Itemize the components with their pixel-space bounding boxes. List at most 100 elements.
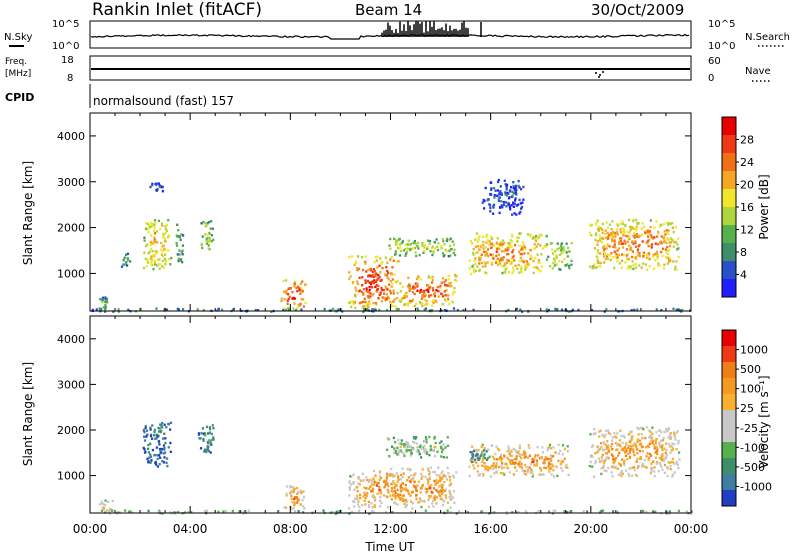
range-gate-cell [649,226,652,229]
range-gate-cell [651,432,654,435]
range-gate-cell [652,460,655,464]
range-gate-cell [302,495,306,499]
range-gate-cell [523,453,526,456]
range-gate-cell [477,245,480,248]
range-gate-cell [386,288,389,291]
range-gate-cell [177,510,180,514]
range-gate-cell [671,239,674,242]
range-gate-cell [490,235,493,238]
range-gate-cell [613,466,616,469]
range-gate-cell [623,463,626,466]
range-gate-cell [659,440,662,443]
range-gate-cell [673,471,676,474]
range-gate-cell [365,476,368,479]
range-gate-cell [446,436,449,439]
range-gate-cell [371,480,374,483]
range-gate-cell [596,261,600,265]
range-gate-cell [164,239,167,243]
x-tick-label: 16:00 [473,522,508,536]
range-gate-cell [503,250,506,253]
range-gate-cell [486,199,489,202]
range-gate-cell [498,457,501,461]
range-gate-cell [297,303,300,307]
range-gate-cell [431,286,434,290]
range-gate-cell [448,479,452,482]
range-gate-cell [104,300,107,304]
range-gate-cell [650,469,653,472]
range-gate-cell [653,236,656,239]
range-gate-cell [606,226,609,229]
range-gate-cell [559,268,562,271]
range-gate-cell [637,222,640,225]
range-gate-cell [205,425,209,429]
range-gate-cell [517,462,520,466]
range-gate-cell [657,230,660,234]
nsky-label: N.Sky [4,32,32,43]
range-gate-cell [440,440,443,443]
range-gate-cell [537,268,541,272]
range-gate-cell [520,265,523,268]
range-gate-cell [405,500,408,504]
range-gate-cell [382,494,385,497]
range-gate-cell [499,185,502,188]
range-gate-cell [150,255,153,258]
range-gate-cell [384,256,387,259]
range-gate-cell [434,483,437,486]
range-gate-cell [386,308,389,312]
range-gate-cell [504,248,508,252]
range-gate-cell [352,302,355,305]
range-gate-cell [395,472,398,475]
range-gate-cell [378,488,381,491]
range-gate-cell [649,472,652,475]
range-gate-cell [663,459,666,463]
range-gate-cell [368,288,371,292]
range-gate-cell [618,262,621,265]
range-gate-cell [358,505,361,509]
range-gate-cell [385,475,389,478]
range-gate-cell [677,442,680,445]
range-gate-cell [519,308,522,311]
range-gate-cell [678,458,681,461]
range-gate-cell [600,456,603,459]
range-gate-cell [125,253,128,256]
range-gate-cell [669,237,672,240]
range-gate-cell [628,445,631,448]
range-gate-cell [411,447,414,450]
range-gate-cell [362,300,365,303]
range-gate-cell [666,429,669,432]
range-gate-cell [604,257,607,261]
range-gate-cell [520,205,524,209]
range-gate-cell [203,510,207,513]
range-gate-cell [507,241,510,245]
range-gate-cell [614,441,617,445]
range-gate-cell [389,292,392,295]
freq-panel-frame [89,55,692,81]
range-gate-cell [150,221,153,225]
colorbar-tick-label: 16 [740,201,754,214]
range-gate-cell [452,490,456,493]
range-gate-cell [611,239,614,243]
range-gate-cell [468,259,471,262]
range-gate-cell [535,235,538,238]
range-gate-cell [596,219,599,222]
range-gate-cell [210,239,214,243]
range-gate-cell [631,444,635,447]
range-gate-cell [528,466,531,469]
range-gate-cell [655,462,658,465]
range-gate-cell [552,465,555,468]
range-gate-cell [501,243,504,246]
range-gate-cell [633,468,636,472]
range-gate-cell [176,223,179,226]
range-gate-cell [520,248,523,251]
range-gate-cell [668,260,671,263]
range-gate-cell [425,491,428,494]
range-gate-cell [372,483,375,486]
range-gate-cell [300,491,303,494]
range-gate-cell [301,289,304,293]
range-gate-cell [300,308,303,311]
range-gate-cell [437,295,440,298]
range-gate-cell [443,281,446,284]
range-gate-cell [401,498,405,501]
range-gate-cell [444,283,447,287]
range-gate-cell [144,424,147,428]
